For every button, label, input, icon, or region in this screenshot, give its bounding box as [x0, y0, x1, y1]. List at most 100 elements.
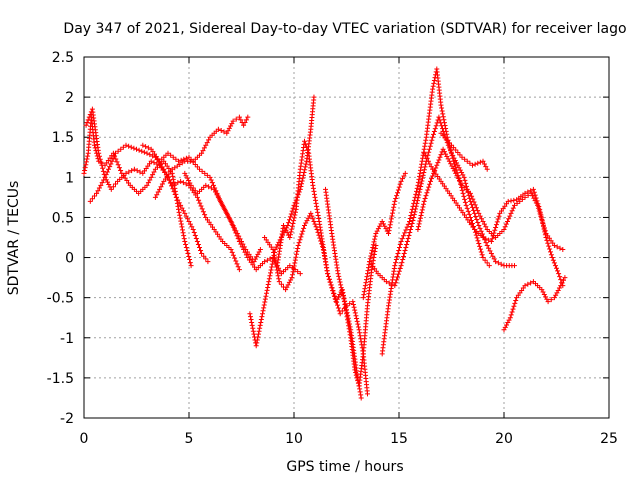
y-tick-label: 1.5	[52, 130, 74, 146]
data-point	[408, 226, 414, 232]
data-point	[477, 213, 483, 219]
data-point	[180, 180, 186, 186]
data-point	[358, 392, 364, 398]
data-point	[405, 221, 411, 227]
data-point	[292, 257, 298, 263]
data-point	[250, 328, 256, 334]
data-point	[487, 248, 493, 254]
data-point	[464, 158, 470, 164]
data-point	[92, 193, 97, 199]
data-point	[206, 137, 212, 143]
data-point	[266, 276, 272, 282]
series-track-5	[152, 114, 251, 200]
data-point	[83, 159, 89, 165]
data-point	[505, 198, 511, 204]
data-point	[463, 202, 469, 208]
data-point	[405, 236, 411, 242]
data-point	[433, 123, 439, 129]
data-point	[478, 228, 484, 234]
data-point	[554, 244, 560, 250]
data-point	[484, 243, 490, 249]
data-point	[126, 169, 132, 175]
data-point	[170, 173, 176, 179]
data-point	[274, 267, 280, 273]
data-point	[179, 205, 185, 211]
data-point	[230, 224, 236, 230]
data-point	[397, 242, 403, 248]
data-point	[416, 224, 422, 230]
data-point	[423, 153, 429, 159]
data-point	[414, 198, 420, 204]
data-point	[301, 225, 307, 231]
data-point	[299, 181, 305, 187]
data-point	[533, 195, 539, 201]
chart-title: Day 347 of 2021, Sidereal Day-to-day VTE…	[63, 21, 626, 37]
data-point	[472, 210, 478, 216]
data-point	[512, 300, 518, 306]
data-point	[372, 233, 378, 239]
data-point	[235, 264, 241, 270]
data-point	[181, 233, 187, 239]
data-point	[464, 205, 470, 211]
data-point	[357, 330, 363, 336]
data-point	[398, 178, 404, 184]
data-point	[491, 230, 497, 236]
data-point	[480, 158, 486, 164]
data-point	[430, 134, 436, 140]
data-point	[429, 176, 435, 182]
data-point	[186, 218, 192, 224]
data-point	[275, 270, 281, 276]
data-point	[92, 145, 98, 151]
data-point	[171, 189, 177, 195]
data-point	[418, 167, 424, 173]
data-point	[229, 249, 235, 255]
data-point	[535, 201, 541, 207]
data-point	[264, 290, 270, 296]
data-point	[466, 211, 472, 217]
data-point	[253, 343, 259, 349]
data-point	[254, 340, 260, 346]
data-point	[190, 226, 196, 232]
data-point	[509, 208, 515, 214]
data-point	[325, 273, 331, 279]
data-point	[183, 155, 189, 161]
data-point	[316, 215, 322, 221]
data-point	[495, 216, 501, 222]
data-point	[403, 245, 409, 251]
data-point	[304, 144, 310, 150]
data-point	[144, 182, 150, 188]
data-point	[113, 181, 118, 187]
data-point	[293, 254, 299, 260]
data-point	[245, 114, 251, 120]
data-point	[436, 114, 442, 120]
data-point	[215, 194, 221, 200]
data-point	[418, 181, 424, 187]
data-point	[472, 202, 478, 208]
data-point	[546, 243, 552, 249]
data-point	[386, 230, 391, 236]
data-point	[420, 204, 426, 210]
data-point	[537, 209, 543, 215]
data-point	[101, 171, 107, 177]
data-point	[208, 185, 214, 191]
data-point	[401, 251, 407, 257]
data-point	[389, 281, 395, 287]
data-point	[371, 255, 377, 261]
data-point	[314, 206, 320, 212]
data-point	[204, 140, 210, 146]
data-point	[197, 166, 202, 172]
data-point	[528, 280, 534, 286]
data-point	[368, 250, 374, 256]
data-point	[94, 190, 100, 196]
data-point	[413, 206, 419, 212]
data-point	[354, 318, 360, 324]
data-point	[341, 296, 347, 302]
data-point	[467, 190, 473, 196]
data-point	[85, 117, 91, 123]
data-point	[421, 201, 427, 207]
data-point	[195, 242, 201, 248]
data-point	[247, 311, 253, 317]
data-point	[447, 148, 453, 154]
data-point	[290, 205, 296, 211]
data-point	[172, 192, 178, 198]
